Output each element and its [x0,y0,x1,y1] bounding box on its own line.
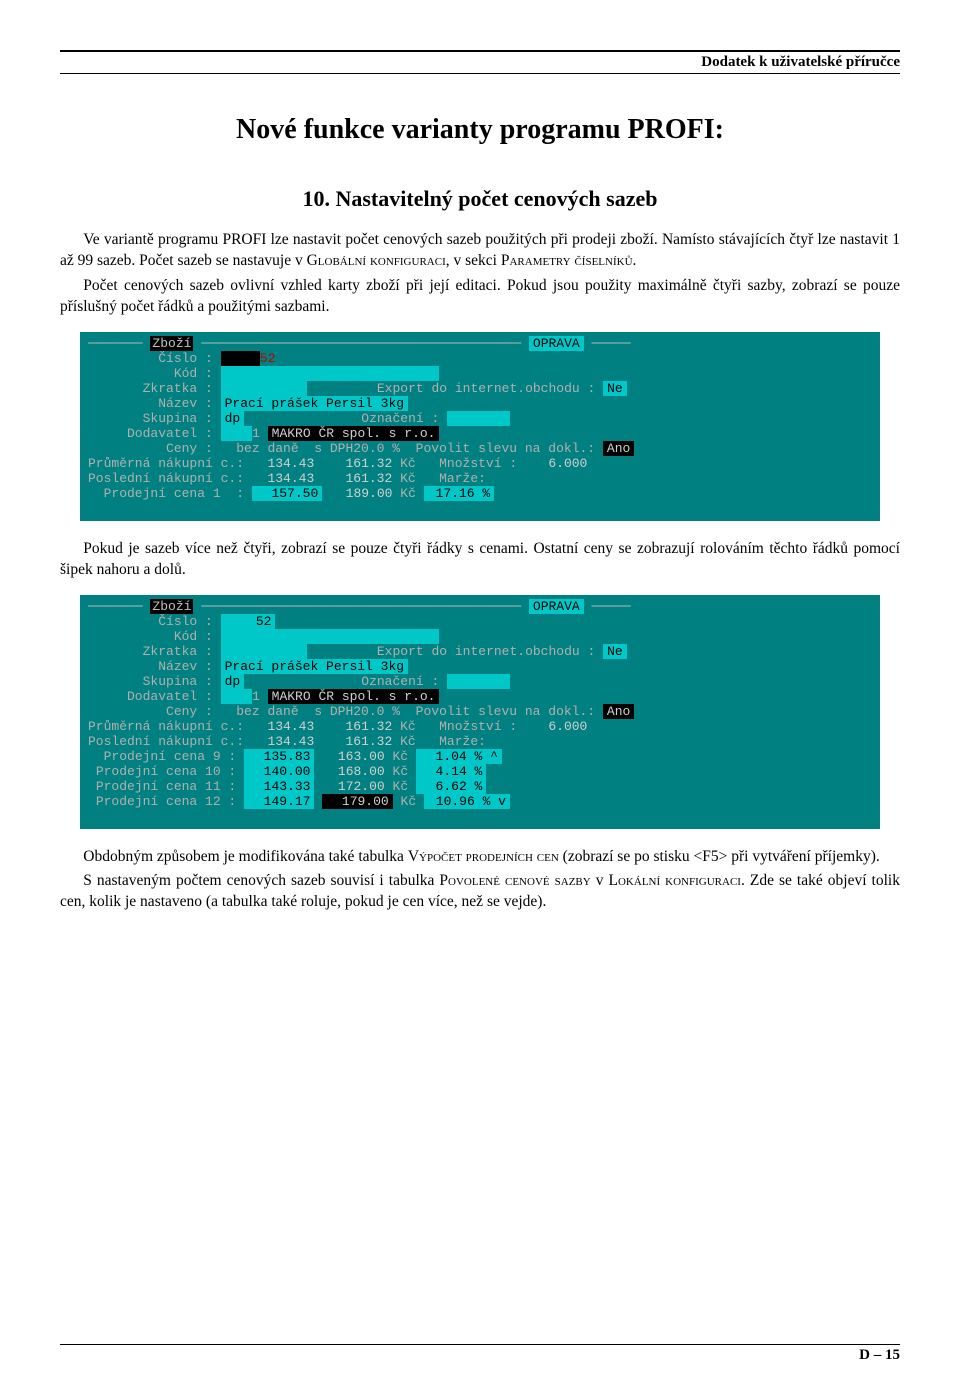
term1-ceny-lbl: bez daně s DPH20.0 % Povolit slevu na do… [236,441,595,456]
term2-p12-3: Kč [401,794,417,809]
term2-ln-0: 134.43 [267,734,314,749]
term2-nazev: Prací prášek Persil 3kg [221,659,408,674]
term2-p12-4: 10.96 % v [436,794,506,809]
term2-p12-1: 149.17 [264,794,311,809]
term1-pn-4: 6.000 [548,456,587,471]
paragraph-4: Obdobným způsobem je modifikována také t… [60,847,900,868]
term2-ln-2: Kč [400,734,416,749]
p5-d: Lokální konfiguraci [609,872,741,889]
term2-pn-1: 161.32 [345,719,392,734]
p1-c: , v sekci [446,252,501,269]
page-title: Nové funkce varianty programu PROFI: [60,114,900,146]
document-page: Dodatek k uživatelské příručce Nové funk… [0,0,960,1394]
term1-ceny-val: Ano [603,441,634,456]
p4-c: (zobrazí se po stisku <F5> při vytváření… [559,848,880,865]
term2-cislo: 52 [256,614,272,629]
term2-p9-lbl: Prodejní cena 9 : [104,749,237,764]
page-footer: D – 15 [60,1344,900,1364]
term1-pn-0: 134.43 [267,456,314,471]
term1-export-lbl: Export do internet.obchodu : [377,381,595,396]
term2-p11-4: 6.62 % [436,779,483,794]
term2-export-val: Ne [603,644,627,659]
page-number: D – 15 [60,1347,900,1364]
term2-ceny-val: Ano [603,704,634,719]
section-heading: 10. Nastavitelný počet cenových sazeb [60,186,900,212]
term2-p11-3: Kč [393,779,409,794]
p5-b: Povolené cenové sazby [439,872,590,889]
term2-p11-2: 172.00 [338,779,385,794]
term2-p10-2: 168.00 [338,764,385,779]
term1-skupina: dp [221,411,245,426]
term1-ln-1: 161.32 [345,471,392,486]
paragraph-1: Ve variantě programu PROFI lze nastavit … [60,230,900,272]
term1-dodav-n: 1 [252,426,260,441]
p5-a: S nastaveným počtem cenových sazeb souvi… [83,872,439,889]
header-label: Dodatek k uživatelské příručce [60,52,900,73]
p1-e: . [633,252,637,269]
term1-oznaceni-lbl: Označení : [361,411,439,426]
term2-pn-3: Množství : [439,719,517,734]
term2-ceny-lbl: bez daně s DPH20.0 % Povolit slevu na do… [236,704,595,719]
term2-p10-lbl: Prodejní cena 10 : [96,764,236,779]
p5-c: v [591,872,609,889]
term2-export-lbl: Export do internet.obchodu : [377,644,595,659]
term2-p12-lbl: Prodejní cena 12 : [96,794,236,809]
term1-p1-0: 157.50 [271,486,318,501]
term2-p11-1: 143.33 [264,779,311,794]
term2-p11-lbl: Prodejní cena 11 : [96,779,236,794]
term2-p10-3: Kč [393,764,409,779]
term1-nazev: Prací prášek Persil 3kg [221,396,408,411]
paragraph-2: Počet cenových sazeb ovlivní vzhled kart… [60,276,900,318]
term2-p9-3: Kč [393,749,409,764]
terminal-screenshot-1: ─────── Zboží ──────────────────────────… [80,332,880,521]
term1-cislo: 52 [260,351,276,366]
p1-b: Globální konfiguraci [307,252,446,269]
term2-title: Zboží [150,599,193,614]
term2-p9-2: 163.00 [338,749,385,764]
term1-dodav: MAKRO ČR spol. s r.o. [268,426,440,441]
term1-p1-2: Kč [400,486,416,501]
term2-p10-4: 4.14 % [436,764,483,779]
paragraph-3: Pokud je sazeb více než čtyři, zobrazí s… [60,539,900,581]
paragraph-5: S nastaveným počtem cenových sazeb souvi… [60,871,900,913]
term1-ln-3: Marže: [439,471,486,486]
term2-pn-4: 6.000 [548,719,587,734]
term1-badge: OPRAVA [529,336,584,351]
p1-d: Parametry číselníků [501,252,633,269]
term2-dodav: MAKRO ČR spol. s r.o. [268,689,440,704]
term1-ln-0: 134.43 [267,471,314,486]
term2-p9-4: 1.04 % ^ [436,749,498,764]
term2-ln-1: 161.32 [345,734,392,749]
p4-a: Obdobným způsobem je modifikována také t… [83,848,408,865]
term2-oznaceni-lbl: Označení : [361,674,439,689]
term2-badge: OPRAVA [529,599,584,614]
term2-pn-2: Kč [400,719,416,734]
footer-rule [60,1344,900,1345]
term2-ln-3: Marže: [439,734,486,749]
term1-pn-3: Množství : [439,456,517,471]
term1-title: Zboží [150,336,193,351]
term2-p10-1: 140.00 [264,764,311,779]
term1-p1-1: 189.00 [346,486,393,501]
term2-skupina: dp [221,674,245,689]
p4-b: Výpočet prodejních cen [408,848,559,865]
term1-p1-3: 17.16 % [436,486,491,501]
term2-dodav-n: 1 [252,689,260,704]
term1-pn-2: Kč [400,456,416,471]
term2-p12-2: 179.00 [342,794,389,809]
term1-export-val: Ne [603,381,627,396]
term2-pn-0: 134.43 [267,719,314,734]
term2-p9-1: 135.83 [264,749,311,764]
terminal-screenshot-2: ─────── Zboží ──────────────────────────… [80,595,880,829]
header-rule-bottom [60,73,900,74]
term1-pn-1: 161.32 [345,456,392,471]
term1-ln-2: Kč [400,471,416,486]
